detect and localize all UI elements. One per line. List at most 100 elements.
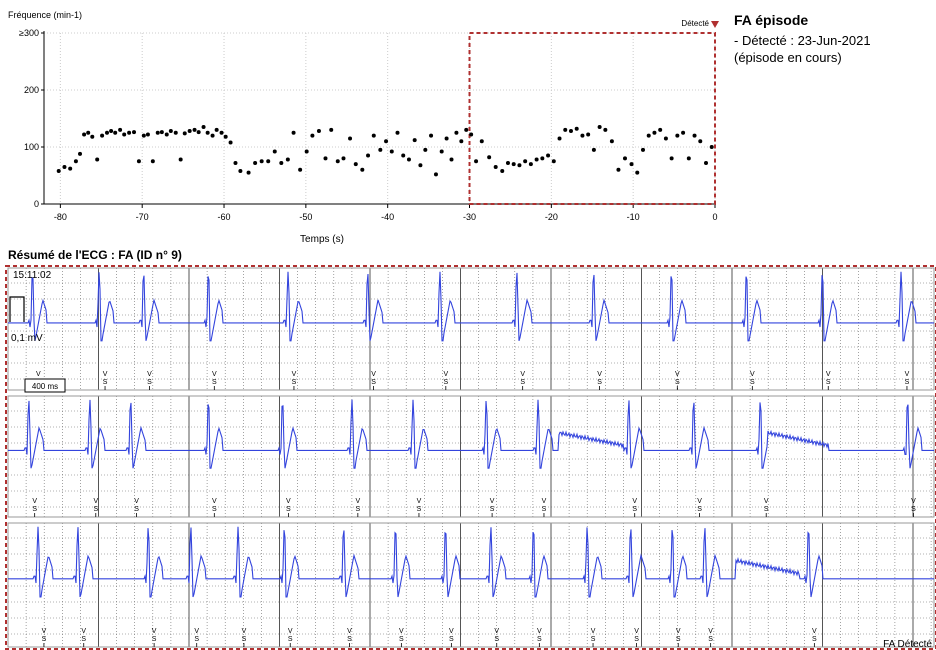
- data-point: [109, 129, 114, 134]
- x-tick-label: -60: [218, 212, 231, 222]
- data-point: [90, 134, 95, 139]
- beat-marker-s: S: [288, 636, 293, 643]
- data-point: [68, 166, 73, 171]
- beat-marker-s: S: [42, 636, 47, 643]
- data-point: [285, 157, 290, 162]
- beat-marker-v: V: [708, 628, 713, 635]
- data-point: [82, 132, 87, 137]
- data-point: [603, 127, 608, 132]
- data-point: [586, 132, 591, 137]
- x-tick-label: -10: [627, 212, 640, 222]
- amplitude-scale-label: 0,1 mV: [11, 333, 43, 344]
- ecg-summary-title: Résumé de l'ECG : FA (ID n° 9): [8, 248, 182, 262]
- beat-marker-v: V: [417, 498, 422, 505]
- ecg-detected-border: [5, 265, 936, 650]
- ecg-gridlines: [7, 268, 934, 647]
- heart-rate-scatter-chart: 0 100 200 ≥300 -80 -70 -60 -50 -40 -30 -20 -10 0 Fré…: [8, 10, 719, 245]
- beat-marker-v: V: [634, 628, 639, 635]
- data-point: [517, 163, 522, 168]
- beat-marker-s: S: [764, 506, 769, 513]
- data-point: [95, 157, 100, 162]
- beat-marker-s: S: [292, 379, 297, 386]
- ecg-strip-frame: [7, 522, 935, 648]
- data-point: [233, 160, 238, 165]
- beat-marker-v: V: [242, 628, 247, 635]
- detected-date: - Détecté : 23-Jun-2021: [734, 33, 871, 48]
- data-point: [563, 127, 568, 132]
- data-point: [228, 140, 233, 145]
- beat-marker-s: S: [537, 636, 542, 643]
- data-point: [219, 130, 224, 135]
- calibration-mark-icon: [9, 296, 25, 322]
- data-point: [439, 149, 444, 154]
- data-point: [629, 162, 634, 167]
- data-point: [652, 130, 657, 135]
- data-point: [341, 156, 346, 161]
- data-point: [371, 133, 376, 138]
- beat-marker-s: S: [399, 636, 404, 643]
- data-point: [493, 164, 498, 169]
- data-point: [113, 130, 118, 135]
- x-tick-label: -80: [54, 212, 67, 222]
- detected-marker-icon: [711, 21, 719, 28]
- beat-marker-v: V: [103, 371, 108, 378]
- beat-marker-s: S: [494, 636, 499, 643]
- beat-marker-v: V: [42, 628, 47, 635]
- beat-markers: VSVSVSVSVSVSVSVSVSVSVSVSVSVSVSVSVSVSVSVS…: [32, 371, 916, 647]
- beat-marker-s: S: [675, 379, 680, 386]
- beat-marker-v: V: [443, 371, 448, 378]
- data-point: [528, 162, 533, 167]
- data-point: [698, 139, 703, 144]
- beat-marker-v: V: [134, 498, 139, 505]
- data-point: [178, 157, 183, 162]
- x-tick-label: -50: [299, 212, 312, 222]
- beat-marker-v: V: [750, 371, 755, 378]
- time-scale-box: [24, 378, 66, 393]
- ecg-trace: [8, 399, 934, 469]
- beat-marker-s: S: [371, 379, 376, 386]
- data-point: [122, 132, 127, 137]
- data-point: [141, 133, 146, 138]
- data-point: [192, 127, 197, 132]
- beat-marker-s: S: [708, 636, 713, 643]
- y-axis-label: Fréquence (min-1): [8, 10, 82, 20]
- data-point: [310, 133, 315, 138]
- ecg-timestamp: 15:11:02: [13, 270, 52, 281]
- beat-marker-s: S: [826, 379, 831, 386]
- data-point: [500, 168, 505, 173]
- beat-marker-v: V: [32, 498, 37, 505]
- data-point: [279, 160, 284, 165]
- beat-marker-v: V: [93, 498, 98, 505]
- data-point: [155, 130, 160, 135]
- beat-marker-s: S: [634, 636, 639, 643]
- beat-marker-v: V: [537, 628, 542, 635]
- beat-marker-v: V: [152, 628, 157, 635]
- data-point: [681, 130, 686, 135]
- beat-marker-s: S: [490, 506, 495, 513]
- data-point: [609, 139, 614, 144]
- beat-marker-v: V: [597, 371, 602, 378]
- y-tick-label: ≥300: [19, 28, 39, 38]
- beat-marker-v: V: [591, 628, 596, 635]
- data-point: [187, 129, 192, 134]
- beat-marker-s: S: [676, 636, 681, 643]
- beat-marker-s: S: [212, 379, 217, 386]
- beat-marker-v: V: [905, 371, 910, 378]
- beat-marker-v: V: [212, 371, 217, 378]
- data-point: [709, 145, 714, 149]
- data-point: [136, 159, 141, 164]
- beat-marker-v: V: [675, 371, 680, 378]
- beat-marker-v: V: [494, 628, 499, 635]
- data-point: [703, 160, 708, 165]
- beat-marker-s: S: [356, 506, 361, 513]
- data-point: [253, 160, 258, 165]
- data-point: [459, 139, 464, 144]
- data-point: [127, 130, 132, 135]
- detected-region-box: [468, 32, 717, 205]
- data-point: [469, 132, 474, 137]
- data-point: [62, 164, 67, 169]
- beat-marker-v: V: [286, 498, 291, 505]
- data-point: [150, 159, 155, 164]
- beat-marker-v: V: [81, 628, 86, 635]
- data-point: [329, 127, 334, 132]
